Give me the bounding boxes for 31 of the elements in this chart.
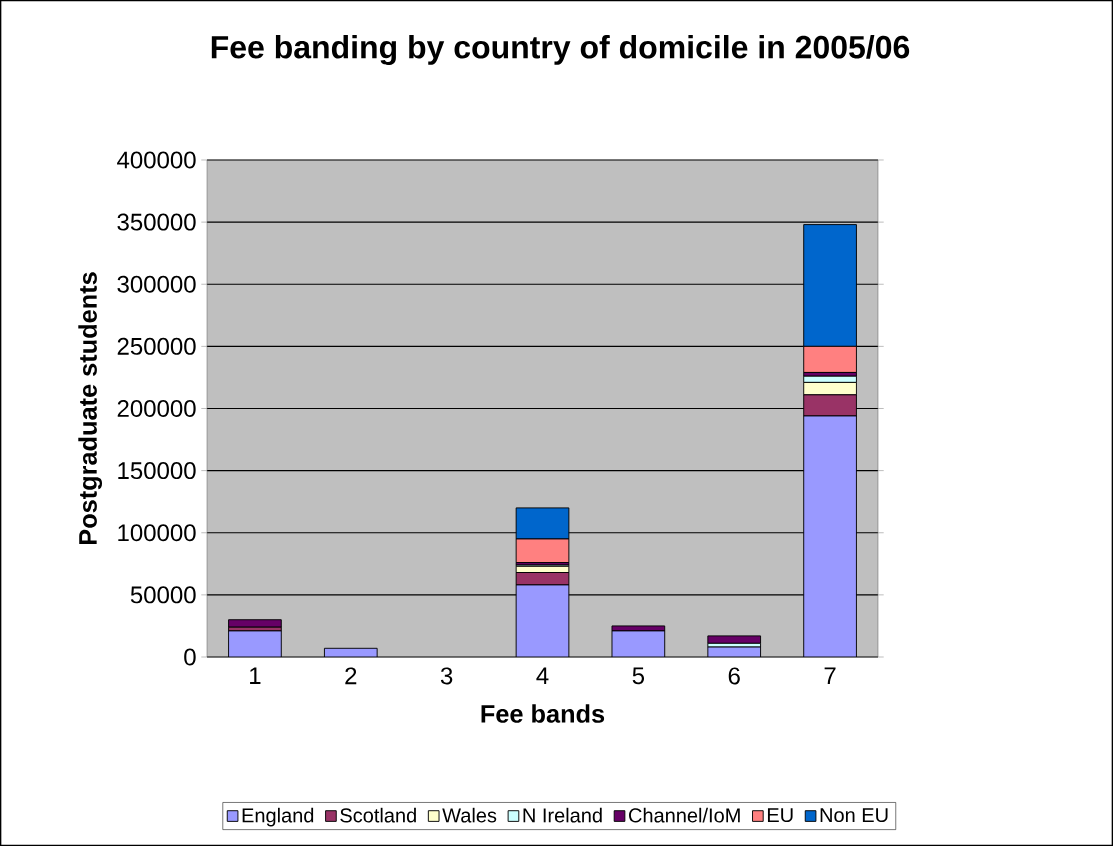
bar (803, 415, 857, 657)
legend-label: Wales (442, 807, 497, 823)
x-tick-label: 2 (345, 667, 357, 685)
legend-label: Scotland (340, 807, 416, 823)
y-tick-label: 350000 (117, 213, 196, 231)
y-axis-title: Postgraduate students (78, 272, 103, 545)
legend-label: England (242, 807, 314, 827)
x-tick-label: 4 (536, 667, 549, 684)
bar (228, 619, 282, 628)
x-tick-label: 7 (824, 667, 836, 684)
y-tick-label: 150000 (118, 462, 196, 480)
x-tick-label: 5 (632, 667, 645, 685)
y-tick-label: 400000 (117, 151, 196, 169)
bar (228, 630, 282, 657)
y-tick-label: 50000 (130, 586, 196, 604)
legend-label: EU (767, 808, 793, 823)
y-tick-label: 100000 (118, 524, 196, 542)
legend-label: N Ireland (523, 807, 602, 823)
bar (515, 584, 570, 657)
legend-label: Non EU (820, 808, 888, 823)
x-tick-label: 3 (440, 667, 453, 685)
chart-title: Fee banding by country of domicile in 2005/06 (211, 35, 910, 65)
x-tick-label: 1 (250, 667, 261, 684)
y-tick-label: 200000 (117, 399, 196, 417)
bar (707, 635, 762, 644)
x-tick-label: 6 (728, 667, 740, 685)
y-tick-label: 300000 (117, 275, 196, 293)
y-tick-label: 0 (184, 648, 196, 666)
legend-label: Channel/IoM (629, 807, 740, 823)
x-axis-title: Fee bands (481, 704, 605, 723)
y-tick-label: 250000 (117, 337, 196, 355)
